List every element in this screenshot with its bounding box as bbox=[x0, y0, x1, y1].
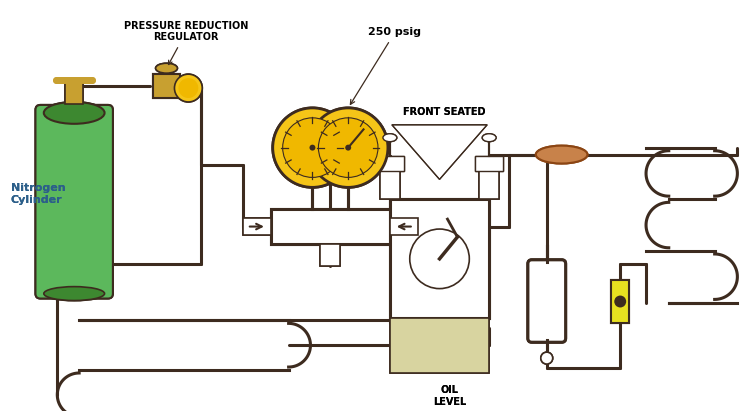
Ellipse shape bbox=[155, 63, 178, 73]
Circle shape bbox=[541, 352, 553, 364]
Bar bbox=[476, 156, 503, 171]
Ellipse shape bbox=[536, 146, 587, 164]
Text: 250 psig: 250 psig bbox=[350, 27, 422, 104]
Text: OIL
LEVEL: OIL LEVEL bbox=[433, 385, 466, 406]
Bar bbox=[320, 244, 340, 266]
FancyBboxPatch shape bbox=[35, 105, 113, 299]
Ellipse shape bbox=[482, 134, 496, 142]
Bar bbox=[65, 82, 83, 104]
Circle shape bbox=[310, 145, 316, 151]
Bar bbox=[271, 209, 390, 244]
Bar bbox=[390, 199, 489, 318]
Bar bbox=[243, 218, 271, 235]
Ellipse shape bbox=[44, 102, 104, 124]
Text: Nitrogen
Cylinder: Nitrogen Cylinder bbox=[10, 183, 65, 205]
Bar bbox=[479, 171, 499, 199]
Ellipse shape bbox=[482, 134, 496, 142]
Ellipse shape bbox=[155, 63, 178, 73]
Ellipse shape bbox=[44, 287, 104, 301]
FancyBboxPatch shape bbox=[528, 260, 566, 342]
Circle shape bbox=[541, 352, 553, 364]
Bar bbox=[271, 209, 390, 244]
Bar bbox=[376, 156, 404, 171]
Circle shape bbox=[273, 108, 352, 188]
Bar bbox=[611, 280, 629, 323]
Circle shape bbox=[310, 145, 316, 151]
Circle shape bbox=[175, 74, 202, 102]
Circle shape bbox=[283, 118, 342, 178]
Bar bbox=[152, 74, 181, 98]
Bar bbox=[476, 156, 503, 171]
Text: PRESSURE REDUCTION
REGULATOR: PRESSURE REDUCTION REGULATOR bbox=[124, 21, 248, 64]
Circle shape bbox=[178, 78, 198, 98]
Bar bbox=[376, 156, 404, 171]
Circle shape bbox=[319, 118, 378, 178]
Circle shape bbox=[308, 108, 388, 188]
Bar bbox=[380, 171, 400, 199]
Bar bbox=[380, 171, 400, 199]
Bar bbox=[65, 82, 83, 104]
Ellipse shape bbox=[536, 146, 587, 164]
Bar bbox=[390, 199, 489, 318]
Bar bbox=[320, 244, 340, 266]
Bar bbox=[479, 171, 499, 199]
Ellipse shape bbox=[44, 287, 104, 301]
Ellipse shape bbox=[383, 134, 397, 142]
Circle shape bbox=[345, 145, 351, 151]
Text: FRONT SEATED: FRONT SEATED bbox=[404, 107, 486, 117]
Circle shape bbox=[283, 118, 342, 178]
FancyBboxPatch shape bbox=[528, 260, 566, 342]
Bar bbox=[390, 318, 489, 373]
FancyBboxPatch shape bbox=[35, 105, 113, 299]
Circle shape bbox=[308, 108, 388, 188]
Circle shape bbox=[178, 78, 198, 98]
Circle shape bbox=[175, 74, 202, 102]
Bar bbox=[611, 280, 629, 323]
Bar bbox=[390, 318, 489, 373]
Circle shape bbox=[319, 118, 378, 178]
Circle shape bbox=[273, 108, 352, 188]
Circle shape bbox=[614, 296, 626, 307]
Bar bbox=[390, 218, 418, 235]
Bar bbox=[390, 218, 418, 235]
Text: OIL
LEVEL: OIL LEVEL bbox=[433, 385, 466, 406]
Bar bbox=[152, 74, 181, 98]
Ellipse shape bbox=[44, 102, 104, 124]
Text: FRONT SEATED: FRONT SEATED bbox=[404, 107, 486, 117]
Circle shape bbox=[345, 145, 351, 151]
Circle shape bbox=[614, 296, 626, 307]
Bar bbox=[243, 218, 271, 235]
Text: Nitrogen
Cylinder: Nitrogen Cylinder bbox=[10, 183, 65, 205]
Ellipse shape bbox=[383, 134, 397, 142]
